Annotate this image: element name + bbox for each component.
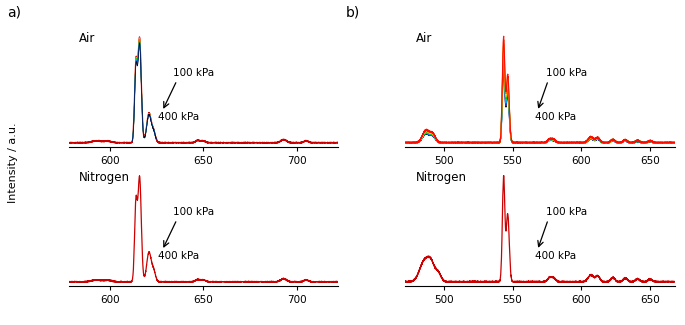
Text: 400 kPa: 400 kPa [158,251,199,261]
Text: Air: Air [79,32,96,45]
Text: 100 kPa: 100 kPa [545,68,586,78]
Text: Air: Air [416,32,432,45]
Text: Nitrogen: Nitrogen [416,171,467,184]
Text: Intensity / a.u.: Intensity / a.u. [8,122,18,203]
Text: a): a) [7,5,21,19]
Text: 100 kPa: 100 kPa [173,207,214,217]
Text: Nitrogen: Nitrogen [79,171,130,184]
Text: 400 kPa: 400 kPa [158,112,199,122]
Text: 400 kPa: 400 kPa [534,251,575,261]
Text: 100 kPa: 100 kPa [545,207,586,217]
Text: b): b) [346,5,360,19]
Text: 100 kPa: 100 kPa [173,68,214,78]
Text: 400 kPa: 400 kPa [534,112,575,122]
